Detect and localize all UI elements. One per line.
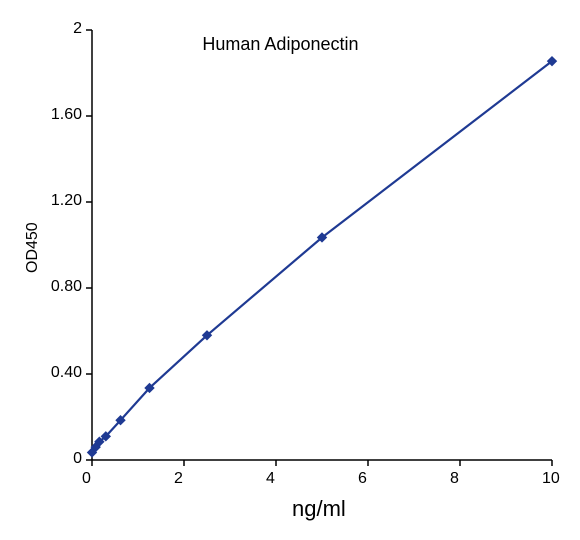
chart-container: Human Adiponectin OD450 ng/ml 0 2 4 6 8 10 0 0.…	[0, 0, 580, 540]
x-axis-label: ng/ml	[292, 496, 346, 522]
chart-svg	[0, 0, 580, 540]
chart-title: Human Adiponectin	[202, 34, 358, 55]
y-tick-label: 1.20	[51, 192, 82, 210]
x-tick-label: 2	[174, 470, 214, 488]
y-tick-label: 0.80	[51, 278, 82, 296]
y-axis-label: OD450	[24, 222, 42, 273]
x-tick-label: 8	[450, 470, 490, 488]
x-tick-label: 6	[358, 470, 398, 488]
y-tick-label: 0	[73, 450, 82, 468]
y-tick-label: 1.60	[51, 106, 82, 124]
x-tick-label: 0	[82, 470, 122, 488]
x-tick-label: 10	[542, 470, 580, 488]
y-tick-label: 2	[73, 20, 82, 38]
y-tick-label: 0.40	[51, 364, 82, 382]
x-tick-label: 4	[266, 470, 306, 488]
